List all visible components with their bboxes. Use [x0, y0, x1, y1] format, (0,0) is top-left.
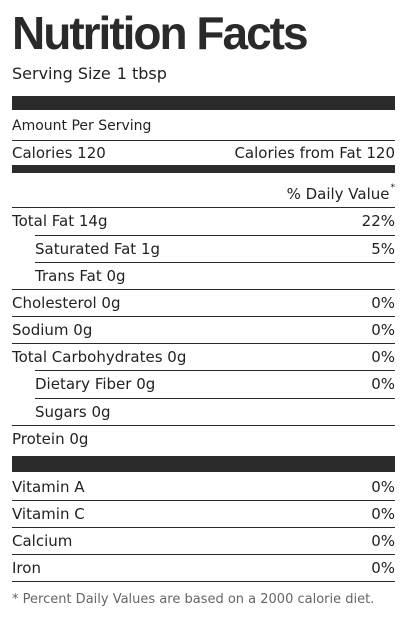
- nutrient-label: Dietary Fiber 0g: [35, 375, 156, 393]
- divider: [12, 316, 395, 317]
- divider: [12, 140, 395, 141]
- nutrient-label: Total Carbohydrates 0g: [12, 348, 187, 366]
- vitamin-row-vitamin-c: Vitamin C 0%: [12, 501, 395, 527]
- nutrient-row-sugars: Sugars 0g: [35, 399, 395, 425]
- nutrient-daily-value: 5%: [371, 240, 395, 258]
- nutrient-label: Sodium 0g: [12, 321, 93, 339]
- amount-per-serving-label: Amount Per Serving: [12, 118, 152, 134]
- vitamin-label: Calcium: [12, 532, 73, 550]
- thick-divider-bottom: [12, 456, 395, 472]
- nutrient-row-sodium: Sodium 0g 0%: [12, 317, 395, 343]
- nutrient-label: Trans Fat 0g: [35, 267, 126, 285]
- nutrient-daily-value: 0%: [371, 348, 395, 366]
- vitamin-label: Iron: [12, 559, 41, 577]
- daily-value-header: % Daily Value*: [12, 181, 395, 207]
- label-title: Nutrition Facts: [12, 7, 309, 59]
- nutrient-row-saturated-fat: Saturated Fat 1g 5%: [35, 236, 395, 262]
- nutrient-label: Sugars 0g: [35, 403, 111, 421]
- divider: [35, 370, 395, 371]
- vitamin-label: Vitamin C: [12, 505, 85, 523]
- calories-from-fat: Calories from Fat 120: [234, 144, 395, 162]
- vitamin-daily-value: 0%: [371, 559, 395, 577]
- divider: [35, 235, 395, 236]
- daily-value-label: % Daily Value: [286, 185, 390, 203]
- serving-size-label: Serving Size: [12, 64, 111, 83]
- vitamin-row-calcium: Calcium 0%: [12, 528, 395, 554]
- vitamin-row-iron: Iron 0%: [12, 555, 395, 581]
- serving-size: Serving Size 1 tbsp: [12, 62, 167, 86]
- divider: [35, 262, 395, 263]
- daily-value-asterisk: *: [390, 183, 396, 193]
- nutrient-row-trans-fat: Trans Fat 0g: [35, 263, 395, 289]
- calories-label: Calories 120: [12, 144, 106, 162]
- nutrient-daily-value: 0%: [371, 321, 395, 339]
- calories-row: Calories 120 Calories from Fat 120: [12, 140, 395, 166]
- divider: [12, 554, 395, 555]
- vitamin-label: Vitamin A: [12, 478, 85, 496]
- divider: [12, 527, 395, 528]
- vitamin-daily-value: 0%: [371, 505, 395, 523]
- divider: [12, 581, 395, 582]
- divider: [12, 343, 395, 344]
- nutrient-row-total-fat: Total Fat 14g 22%: [12, 208, 395, 234]
- nutrient-daily-value: 0%: [371, 375, 395, 393]
- nutrient-row-cholesterol: Cholesterol 0g 0%: [12, 290, 395, 316]
- medium-divider: [12, 165, 395, 173]
- nutrient-row-dietary-fiber: Dietary Fiber 0g 0%: [35, 371, 395, 397]
- divider: [35, 398, 395, 399]
- divider: [12, 207, 395, 208]
- divider: [12, 500, 395, 501]
- thick-divider-top: [12, 96, 395, 110]
- vitamin-daily-value: 0%: [371, 532, 395, 550]
- nutrient-daily-value: 22%: [361, 212, 395, 230]
- nutrient-daily-value: 0%: [371, 294, 395, 312]
- nutrient-row-total-carbohydrates: Total Carbohydrates 0g 0%: [12, 344, 395, 370]
- footnote: * Percent Daily Values are based on a 20…: [12, 592, 375, 607]
- amount-per-serving: Amount Per Serving: [12, 113, 395, 139]
- nutrient-label: Saturated Fat 1g: [35, 240, 161, 258]
- vitamin-daily-value: 0%: [371, 478, 395, 496]
- serving-size-value: 1 tbsp: [116, 64, 167, 83]
- divider: [12, 425, 395, 426]
- nutrient-label: Cholesterol 0g: [12, 294, 121, 312]
- divider: [12, 289, 395, 290]
- nutrient-row-protein: Protein 0g: [12, 426, 395, 452]
- nutrient-label: Total Fat 14g: [12, 212, 108, 230]
- nutrient-label: Protein 0g: [12, 430, 89, 448]
- vitamin-row-vitamin-a: Vitamin A 0%: [12, 474, 395, 500]
